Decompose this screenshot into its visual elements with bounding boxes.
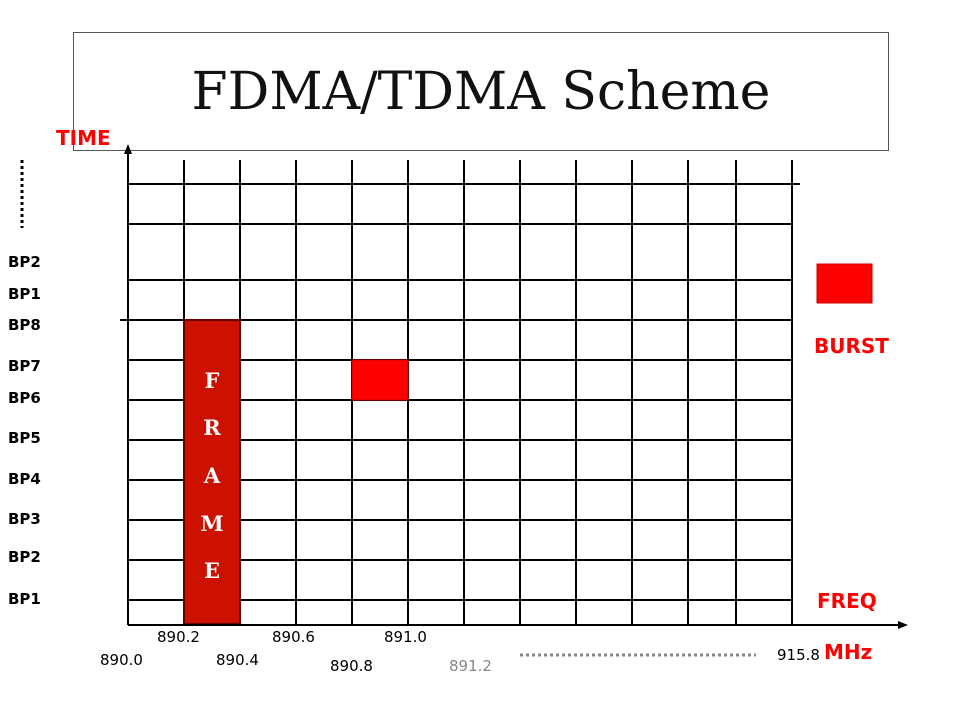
frequency-label: 890.4 [216, 651, 259, 669]
time-slot-label: BP6 [8, 389, 41, 407]
time-slot-label: BP2 [8, 548, 41, 566]
frame-column [183, 319, 241, 625]
frame-letter: E [203, 558, 220, 583]
title-box: FDMA/TDMA Scheme [73, 32, 889, 151]
time-slot-label: BP7 [8, 357, 41, 375]
burst-legend-swatch [816, 263, 873, 304]
frequency-label: 915.8 [777, 646, 820, 664]
frequency-label: 890.0 [100, 651, 143, 669]
frame-letter: F [204, 368, 220, 393]
time-slot-label: BP5 [8, 429, 41, 447]
frequency-label: 890.2 [157, 628, 200, 646]
page-title: FDMA/TDMA Scheme [191, 61, 771, 122]
burst-cell [351, 359, 409, 401]
time-axis-arrow [124, 144, 132, 154]
frequency-label: 890.8 [330, 657, 373, 675]
frame-letter: R [203, 415, 221, 440]
time-slot-label: BP1 [8, 285, 41, 303]
unit-label: MHz [824, 640, 873, 664]
frequency-label: 890.6 [272, 628, 315, 646]
burst-legend-label: BURST [814, 334, 889, 358]
frame-letter: A [203, 463, 221, 488]
time-axis-label: TIME [56, 126, 111, 150]
time-slot-label: BP8 [8, 316, 41, 334]
time-slot-label: BP1 [8, 590, 41, 608]
grid-vertical-lines [183, 160, 793, 625]
freq-axis-label: FREQ [817, 589, 877, 613]
frequency-label: 891.0 [384, 628, 427, 646]
time-slot-label: BP2 [8, 253, 41, 271]
time-slot-label: BP3 [8, 510, 41, 528]
frame-letters: F R A M E [184, 320, 240, 624]
time-slot-label: BP4 [8, 470, 41, 488]
freq-axis-arrow [898, 621, 908, 629]
frequency-label: 891.2 [449, 657, 492, 675]
frame-letter: M [200, 511, 224, 536]
